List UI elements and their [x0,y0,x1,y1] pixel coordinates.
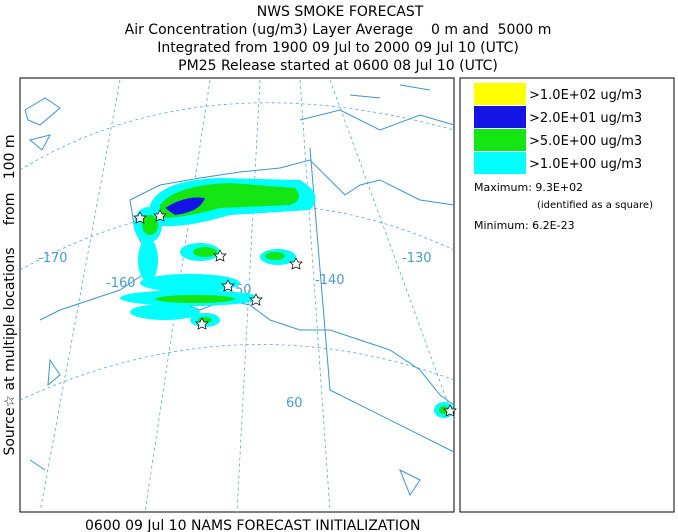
title: NWS SMOKE FORECAST [257,4,424,20]
source-star [213,249,227,262]
legend-swatch [474,129,526,151]
subtitle: Integrated from 1900 09 Jul to 2000 09 J… [157,40,519,56]
source-label: Source☆ at multiple locations from 100 m [2,134,18,455]
coastline [129,159,455,206]
map-label: -170 [38,251,68,266]
smoke-green [155,295,235,303]
graticule [19,102,455,171]
footer: 0600 09 Jul 10 NAMS FORECAST INITIALIZAT… [85,518,420,532]
map-label: 60 [286,396,303,411]
source-star [153,209,167,222]
smoke-green [439,406,449,414]
coastline [29,358,421,497]
source-star [195,317,209,330]
smoke-cyan [138,238,158,282]
source-star [249,293,263,306]
graticule [19,344,455,401]
smoke-cyan [140,274,240,292]
legend-label: >1.0E+02 ug/m3 [529,88,642,103]
legend-swatch [474,83,526,105]
smoke-cyan [130,304,200,320]
graticule [329,79,455,421]
graticule [299,79,331,513]
map-label: -160 [106,276,136,291]
border [309,147,455,453]
maximum: Maximum: 9.3E+02 [474,181,583,194]
coastline [39,269,151,321]
sources [133,209,457,417]
coastline [299,84,455,131]
minimum: Minimum: 6.2E-23 [474,219,575,232]
legend: >1.0E+02 ug/m3 >2.0E+01 ug/m3 >5.0E+00 ug/… [474,83,642,174]
max-note: (identified as a square) [537,200,653,211]
map-label: -130 [402,251,432,266]
subtitle: PM25 Release started at 0600 08 Jul 10 (… [178,58,498,74]
source-star [443,404,457,417]
source-star [221,279,235,292]
legend-label: >2.0E+01 ug/m3 [529,111,642,126]
smoke-blue [165,197,205,215]
legend-swatch [474,152,526,174]
source-star [133,211,147,224]
graticule [39,79,121,513]
coastline [24,97,61,151]
legend-label: >1.0E+00 ug/m3 [529,157,642,172]
smoke-green [193,247,217,257]
smoke-green [265,252,285,260]
subtitle: Air Concentration (ug/m3) Layer Average … [125,22,552,38]
source-star [289,257,303,270]
smoke-green [142,215,158,235]
legend-swatch [474,106,526,128]
map-label: -140 [315,273,345,288]
legend-label: >5.0E+00 ug/m3 [529,134,642,149]
